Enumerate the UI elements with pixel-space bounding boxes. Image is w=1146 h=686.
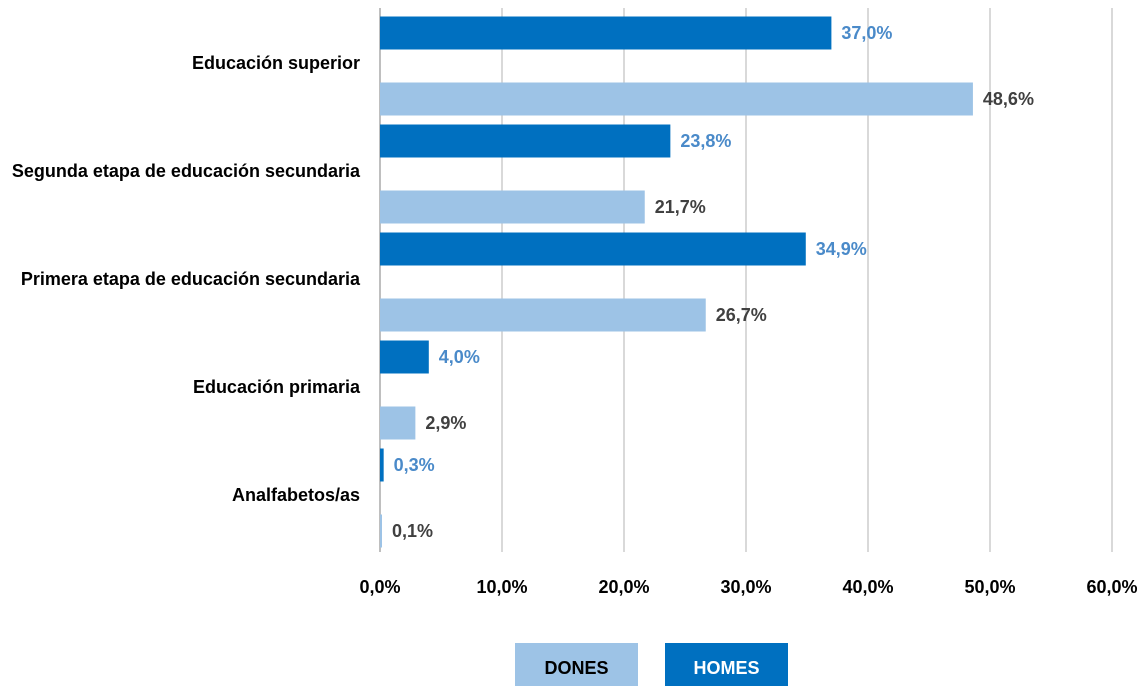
value-label: 48,6%	[983, 89, 1034, 109]
legend-label: DONES	[544, 658, 608, 678]
bar	[380, 448, 384, 482]
value-label: 21,7%	[655, 197, 706, 217]
value-label: 0,1%	[392, 521, 433, 541]
value-label: 23,8%	[680, 131, 731, 151]
x-tick-label: 20,0%	[598, 577, 649, 597]
x-tick-label: 40,0%	[842, 577, 893, 597]
legend-swatch	[665, 643, 788, 686]
legend-swatch	[515, 643, 638, 686]
category-label: Educación superior	[192, 53, 360, 73]
bar	[380, 406, 416, 440]
x-tick-label: 50,0%	[964, 577, 1015, 597]
value-label: 0,3%	[394, 455, 435, 475]
x-tick-label: 60,0%	[1086, 577, 1137, 597]
category-label: Segunda etapa de educación secundaria	[12, 161, 361, 181]
value-label: 4,0%	[439, 347, 480, 367]
x-tick-label: 0,0%	[359, 577, 400, 597]
value-label: 26,7%	[716, 305, 767, 325]
value-label: 34,9%	[816, 239, 867, 259]
value-label: 2,9%	[425, 413, 466, 433]
bar	[380, 298, 706, 332]
category-label: Analfabetos/as	[232, 485, 360, 505]
bar	[380, 514, 382, 548]
category-label: Educación primaria	[193, 377, 361, 397]
category-label: Primera etapa de educación secundaria	[21, 269, 361, 289]
bar	[380, 16, 832, 50]
x-tick-label: 10,0%	[476, 577, 527, 597]
bar	[380, 340, 429, 374]
legend-label: HOMES	[693, 658, 759, 678]
bar	[380, 82, 973, 116]
value-label: 37,0%	[841, 23, 892, 43]
bar	[380, 190, 645, 224]
bar	[380, 232, 806, 266]
x-tick-label: 30,0%	[720, 577, 771, 597]
bar	[380, 124, 671, 158]
